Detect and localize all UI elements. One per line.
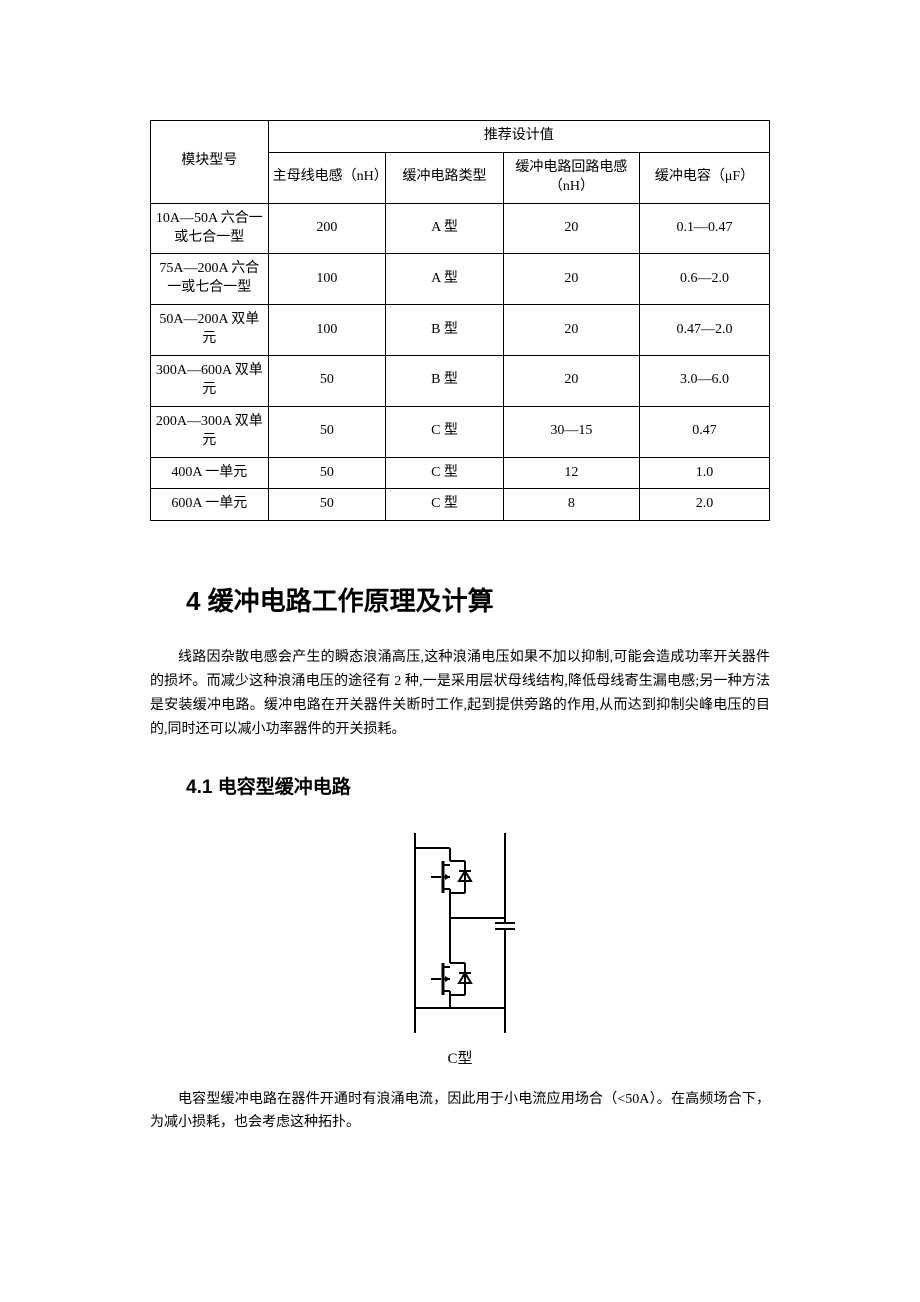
cell-v3: 12 (503, 457, 639, 489)
cell-v4: 0.47—2.0 (640, 305, 770, 356)
cell-v4: 0.47 (640, 406, 770, 457)
design-values-table: 模块型号 推荐设计值 主母线电感（nH） 缓冲电路类型 缓冲电路回路电感（nH）… (150, 120, 770, 521)
cell-v2: B 型 (386, 305, 504, 356)
cell-model: 200A—300A 双单元 (151, 406, 269, 457)
cell-v3: 20 (503, 356, 639, 407)
cell-v2: C 型 (386, 406, 504, 457)
cell-v1: 100 (268, 305, 386, 356)
cell-v1: 100 (268, 254, 386, 305)
table-row: 10A—50A 六合一或七合一型 200 A 型 20 0.1—0.47 (151, 203, 770, 254)
table-row: 200A—300A 双单元 50 C 型 30—15 0.47 (151, 406, 770, 457)
cell-v1: 50 (268, 356, 386, 407)
cell-v3: 20 (503, 305, 639, 356)
cell-v1: 50 (268, 457, 386, 489)
circuit-svg-icon (395, 823, 525, 1043)
table-row: 300A—600A 双单元 50 B 型 20 3.0—6.0 (151, 356, 770, 407)
cell-v4: 3.0—6.0 (640, 356, 770, 407)
cell-model: 600A 一单元 (151, 489, 269, 521)
cell-model: 300A—600A 双单元 (151, 356, 269, 407)
header-main-bus-inductance: 主母线电感（nH） (268, 152, 386, 203)
header-snubber-type: 缓冲电路类型 (386, 152, 504, 203)
cell-model: 75A—200A 六合一或七合一型 (151, 254, 269, 305)
cell-v1: 200 (268, 203, 386, 254)
circuit-diagram: C型 (150, 823, 770, 1068)
cell-v2: C 型 (386, 457, 504, 489)
cell-v2: A 型 (386, 254, 504, 305)
header-snubber-loop-inductance: 缓冲电路回路电感（nH） (503, 152, 639, 203)
cell-v4: 2.0 (640, 489, 770, 521)
cell-v3: 20 (503, 203, 639, 254)
cell-v2: B 型 (386, 356, 504, 407)
header-model: 模块型号 (151, 121, 269, 204)
cell-model: 50A—200A 双单元 (151, 305, 269, 356)
cell-model: 400A 一单元 (151, 457, 269, 489)
paragraph-2: 电容型缓冲电路在器件开通时有浪涌电流，因此用于小电流应用场合（<50A）。在高频… (150, 1088, 770, 1136)
table-row: 600A 一单元 50 C 型 8 2.0 (151, 489, 770, 521)
cell-model: 10A—50A 六合一或七合一型 (151, 203, 269, 254)
circuit-label: C型 (447, 1047, 472, 1068)
cell-v2: A 型 (386, 203, 504, 254)
cell-v3: 30—15 (503, 406, 639, 457)
header-design-values: 推荐设计值 (268, 121, 769, 153)
cell-v4: 1.0 (640, 457, 770, 489)
cell-v2: C 型 (386, 489, 504, 521)
table-row: 75A—200A 六合一或七合一型 100 A 型 20 0.6—2.0 (151, 254, 770, 305)
cell-v4: 0.6—2.0 (640, 254, 770, 305)
header-snubber-capacitance: 缓冲电容（μF） (640, 152, 770, 203)
table-row: 400A 一单元 50 C 型 12 1.0 (151, 457, 770, 489)
section-title: 4 缓冲电路工作原理及计算 (186, 581, 770, 618)
table-header-row-1: 模块型号 推荐设计值 (151, 121, 770, 153)
cell-v1: 50 (268, 489, 386, 521)
table-row: 50A—200A 双单元 100 B 型 20 0.47—2.0 (151, 305, 770, 356)
cell-v3: 8 (503, 489, 639, 521)
cell-v4: 0.1—0.47 (640, 203, 770, 254)
cell-v3: 20 (503, 254, 639, 305)
subsection-title: 4.1 电容型缓冲电路 (186, 772, 770, 799)
paragraph-1: 线路因杂散电感会产生的瞬态浪涌高压,这种浪涌电压如果不加以抑制,可能会造成功率开… (150, 646, 770, 741)
cell-v1: 50 (268, 406, 386, 457)
